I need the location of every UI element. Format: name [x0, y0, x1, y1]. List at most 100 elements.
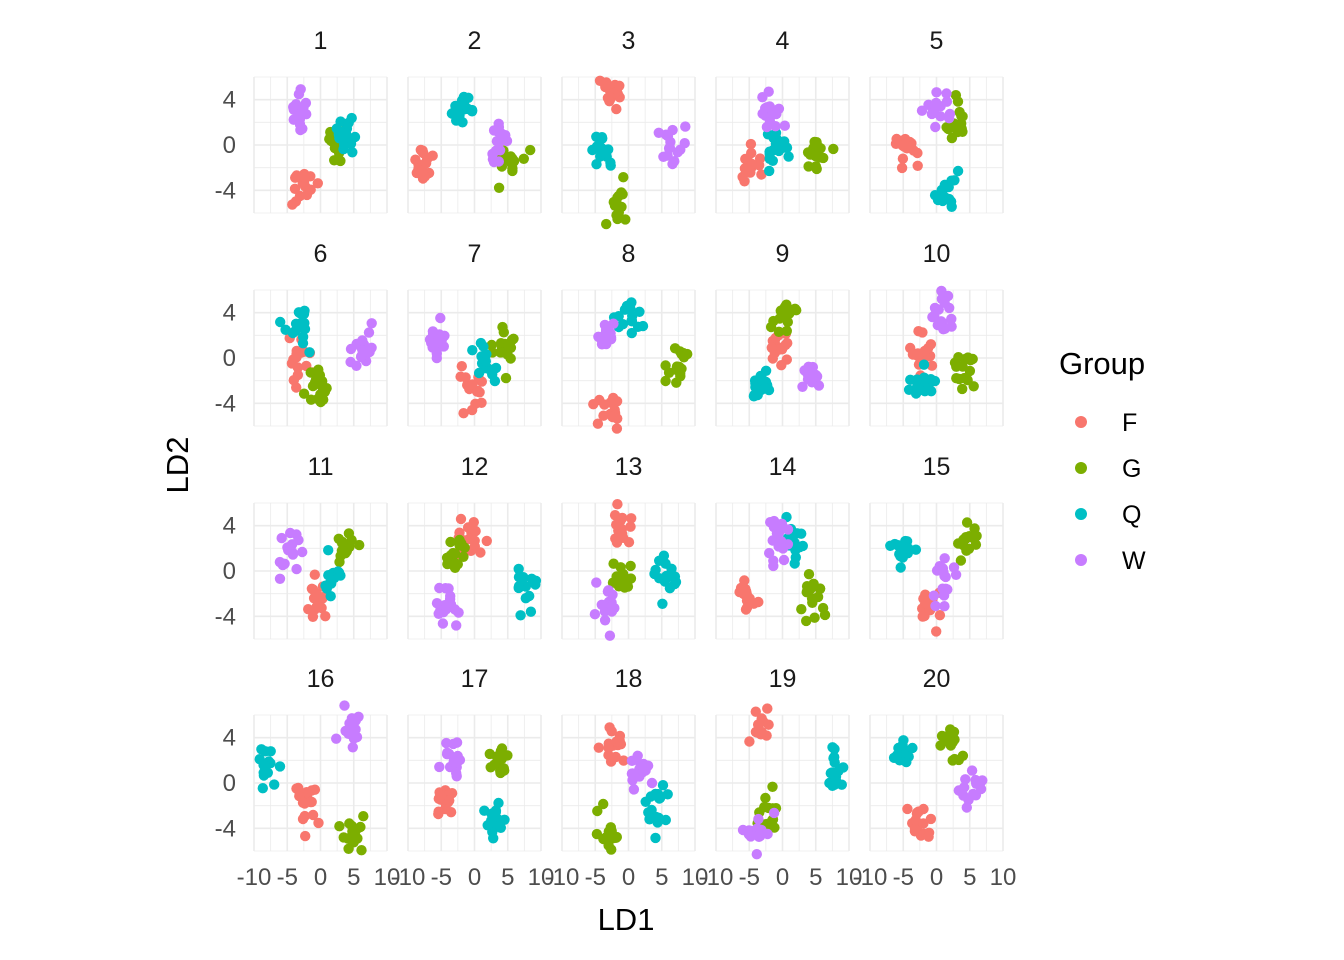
legend-item-W: W: [1075, 547, 1146, 575]
legend-label: Q: [1122, 501, 1141, 529]
point-G: [808, 578, 819, 589]
point-W: [593, 331, 604, 342]
point-F: [311, 588, 322, 599]
point-F: [926, 360, 938, 371]
x-tick-label: -10: [545, 864, 580, 891]
point-G: [803, 569, 815, 580]
point-G: [598, 798, 609, 810]
facet-strip-label: 15: [923, 453, 951, 481]
point-W: [429, 338, 441, 350]
point-W: [943, 113, 955, 124]
point-W: [757, 92, 768, 103]
point-W: [287, 549, 299, 560]
point-Q: [831, 776, 842, 787]
point-F: [418, 147, 429, 159]
point-Q: [475, 337, 487, 349]
point-G: [312, 393, 323, 405]
y-tick-label: 4: [223, 87, 236, 114]
point-W: [916, 105, 928, 116]
point-F: [617, 528, 628, 540]
point-G: [951, 373, 962, 384]
point-Q: [596, 132, 608, 143]
point-W: [295, 84, 306, 95]
point-G: [298, 388, 310, 399]
point-G: [801, 615, 812, 627]
y-tick-label: -4: [215, 177, 236, 204]
point-F: [470, 525, 481, 537]
x-tick-label: 10: [990, 864, 1017, 891]
point-G: [500, 372, 512, 384]
point-G: [613, 201, 624, 212]
point-W: [591, 577, 602, 588]
x-tick-label: -10: [699, 864, 734, 891]
facet-panel-15: 15: [869, 453, 1004, 640]
point-G: [620, 214, 631, 225]
x-tick-label: -10: [391, 864, 426, 891]
point-F: [475, 547, 486, 558]
point-W: [291, 563, 302, 575]
point-Q: [480, 356, 491, 367]
point-Q: [347, 147, 358, 158]
point-F: [614, 80, 625, 92]
facet-panel-9: 9: [715, 240, 850, 427]
point-Q: [779, 136, 790, 147]
point-W: [961, 802, 972, 813]
point-Q: [764, 153, 775, 164]
point-W: [745, 831, 756, 842]
x-tick-label: -5: [739, 864, 760, 891]
point-Q: [325, 591, 336, 602]
point-W: [431, 352, 442, 364]
point-F: [896, 162, 908, 174]
point-F: [300, 830, 311, 842]
point-W: [931, 87, 942, 98]
point-G: [503, 340, 514, 351]
y-tick-label: 0: [223, 345, 236, 372]
point-Q: [662, 789, 673, 800]
point-W: [939, 553, 950, 564]
point-G: [338, 832, 349, 843]
point-F: [594, 75, 606, 87]
point-F: [912, 160, 923, 171]
point-W: [660, 129, 672, 140]
x-tick-label: 10: [374, 864, 401, 891]
legend-label: G: [1122, 455, 1141, 483]
y-tick-label: -4: [215, 603, 236, 630]
point-F: [288, 375, 299, 386]
y-tick-label: 0: [223, 770, 236, 797]
point-F: [738, 587, 749, 598]
point-Q: [838, 762, 849, 773]
point-Q: [274, 761, 286, 772]
x-tick-label: -5: [585, 864, 606, 891]
point-W: [664, 142, 675, 153]
point-F: [291, 170, 302, 181]
point-F: [292, 362, 304, 373]
facet-strip-label: 13: [615, 453, 643, 481]
legend-label: F: [1122, 409, 1137, 437]
point-Q: [335, 126, 346, 138]
point-F: [611, 103, 622, 115]
point-W: [771, 528, 783, 539]
point-F: [934, 610, 946, 621]
point-W: [276, 532, 287, 544]
point-Q: [650, 811, 662, 823]
point-G: [810, 151, 821, 162]
point-W: [366, 318, 377, 329]
facet-panel-3: 3: [561, 27, 696, 230]
point-F: [610, 751, 621, 763]
point-W: [605, 334, 617, 345]
point-G: [495, 347, 506, 358]
point-Q: [657, 780, 669, 791]
point-F: [458, 408, 469, 419]
point-Q: [764, 165, 775, 177]
point-F: [931, 626, 942, 637]
facet-panel-7: 7: [407, 240, 542, 427]
point-W: [960, 774, 971, 785]
point-Q: [275, 316, 286, 328]
point-G: [442, 558, 453, 570]
point-F: [307, 809, 319, 821]
point-Q: [885, 540, 896, 551]
point-W: [300, 97, 312, 109]
legend-item-Q: Q: [1075, 501, 1141, 529]
point-Q: [826, 768, 837, 779]
point-Q: [910, 544, 922, 555]
